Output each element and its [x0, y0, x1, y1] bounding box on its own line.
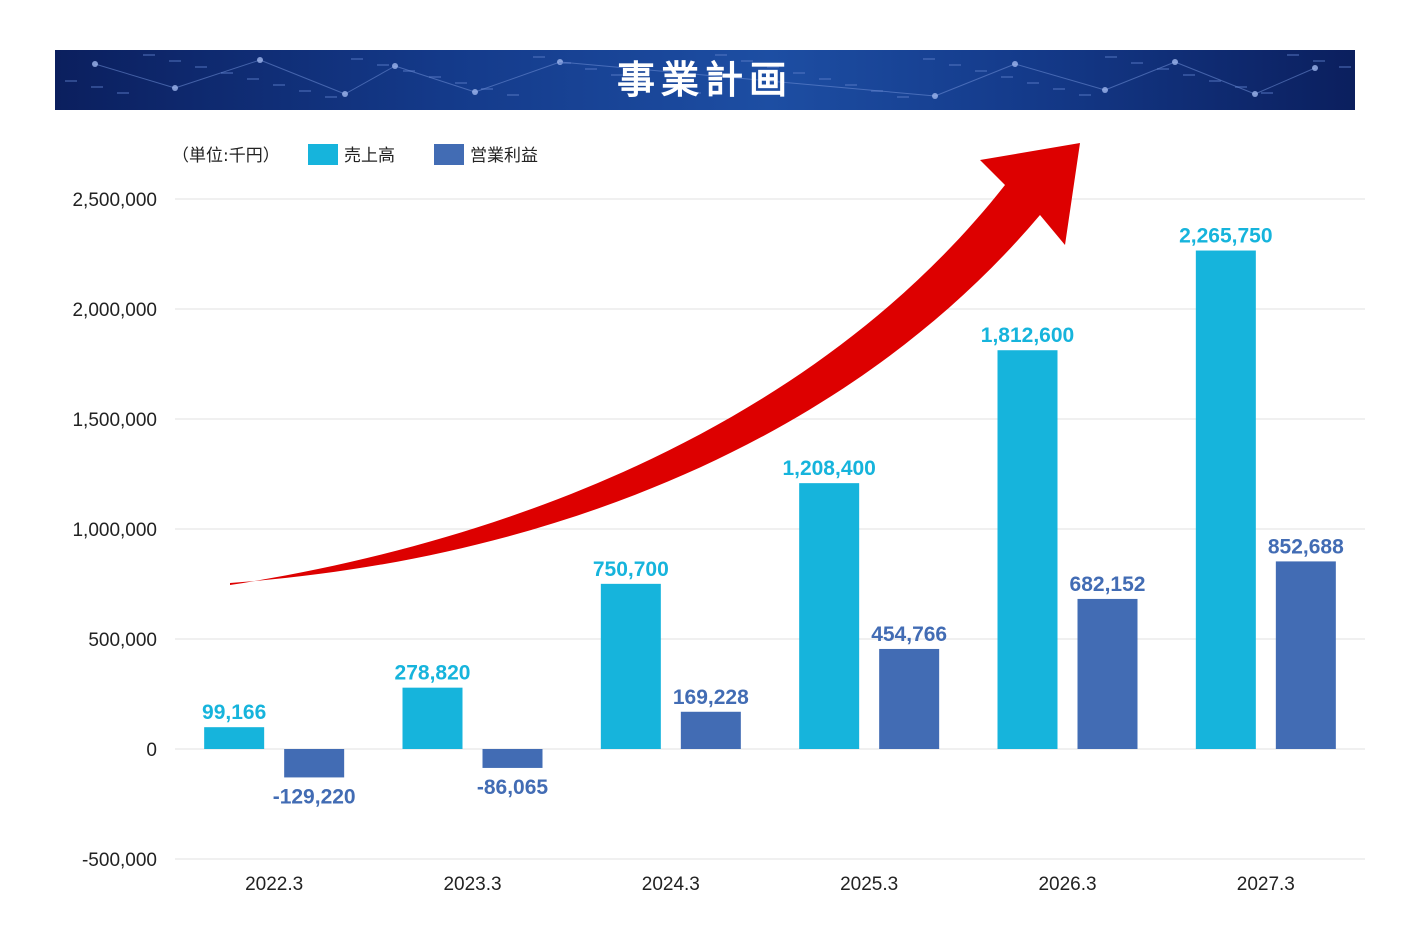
sales-bar	[204, 727, 265, 749]
circuit-pattern-icon	[65, 54, 1351, 99]
sales-bar	[600, 583, 661, 749]
title-banner: 事業計画	[55, 50, 1355, 110]
y-tick-label: 1,500,000	[72, 410, 157, 431]
profit-bar	[879, 648, 940, 749]
profit-bar	[482, 749, 543, 768]
y-tick-label: 2,000,000	[72, 300, 157, 321]
y-tick-label: 1,000,000	[72, 520, 157, 541]
sales-value-label: 99,166	[202, 701, 266, 724]
banner-title: 事業計画	[616, 58, 793, 102]
y-tick-label: 500,000	[88, 630, 157, 651]
profit-bar	[1275, 561, 1336, 749]
sales-bar	[997, 350, 1058, 749]
x-tick-label: 2022.3	[245, 874, 303, 895]
x-tick-label: 2023.3	[443, 874, 501, 895]
sales-bar	[799, 483, 860, 749]
legend-sales-label: 売上高	[344, 146, 395, 166]
profit-value-label: -129,220	[273, 785, 356, 808]
profit-value-label: 169,228	[673, 686, 749, 709]
profit-bar	[680, 711, 741, 749]
sales-bar	[402, 687, 463, 749]
sales-value-label: 278,820	[395, 662, 471, 685]
x-tick-label: 2026.3	[1038, 874, 1096, 895]
profit-value-label: -86,065	[477, 776, 549, 799]
sales-bar	[1195, 250, 1256, 749]
x-tick-label: 2025.3	[840, 874, 898, 895]
y-axis: 2,500,000 2,000,000 1,500,000 1,000,000 500,…	[72, 190, 157, 871]
sales-value-label: 1,208,400	[782, 457, 875, 480]
sales-value-label: 750,700	[593, 558, 669, 581]
growth-arrow-icon	[230, 143, 1080, 585]
x-tick-label: 2024.3	[642, 874, 700, 895]
legend-sales-swatch	[308, 144, 338, 165]
unit-label: （単位:千円）	[172, 146, 280, 166]
x-tick-label: 2027.3	[1237, 874, 1295, 895]
legend-profit-label: 営業利益	[470, 146, 538, 166]
y-tick-label: 0	[146, 740, 157, 761]
profit-bar	[284, 749, 345, 778]
data-labels: 99,166 -129,220 278,820 -86,065 750,700 169,2…	[202, 225, 1344, 809]
sales-value-label: 2,265,750	[1179, 225, 1272, 248]
profit-value-label: 454,766	[871, 623, 947, 646]
x-axis: 2022.3 2023.3 2024.3 2025.3 2026.3 2027.3	[245, 874, 1295, 895]
profit-bar	[1077, 598, 1138, 749]
legend: （単位:千円） 売上高 営業利益	[172, 144, 538, 166]
bars	[204, 250, 1336, 778]
profit-value-label: 852,688	[1268, 535, 1344, 558]
sales-value-label: 1,812,600	[981, 324, 1074, 347]
grid-lines	[175, 198, 1365, 860]
y-tick-label: -500,000	[82, 850, 157, 871]
growth-arrow	[230, 143, 1080, 585]
legend-profit-swatch	[434, 144, 464, 165]
y-tick-label: 2,500,000	[72, 190, 157, 211]
profit-value-label: 682,152	[1070, 573, 1146, 596]
